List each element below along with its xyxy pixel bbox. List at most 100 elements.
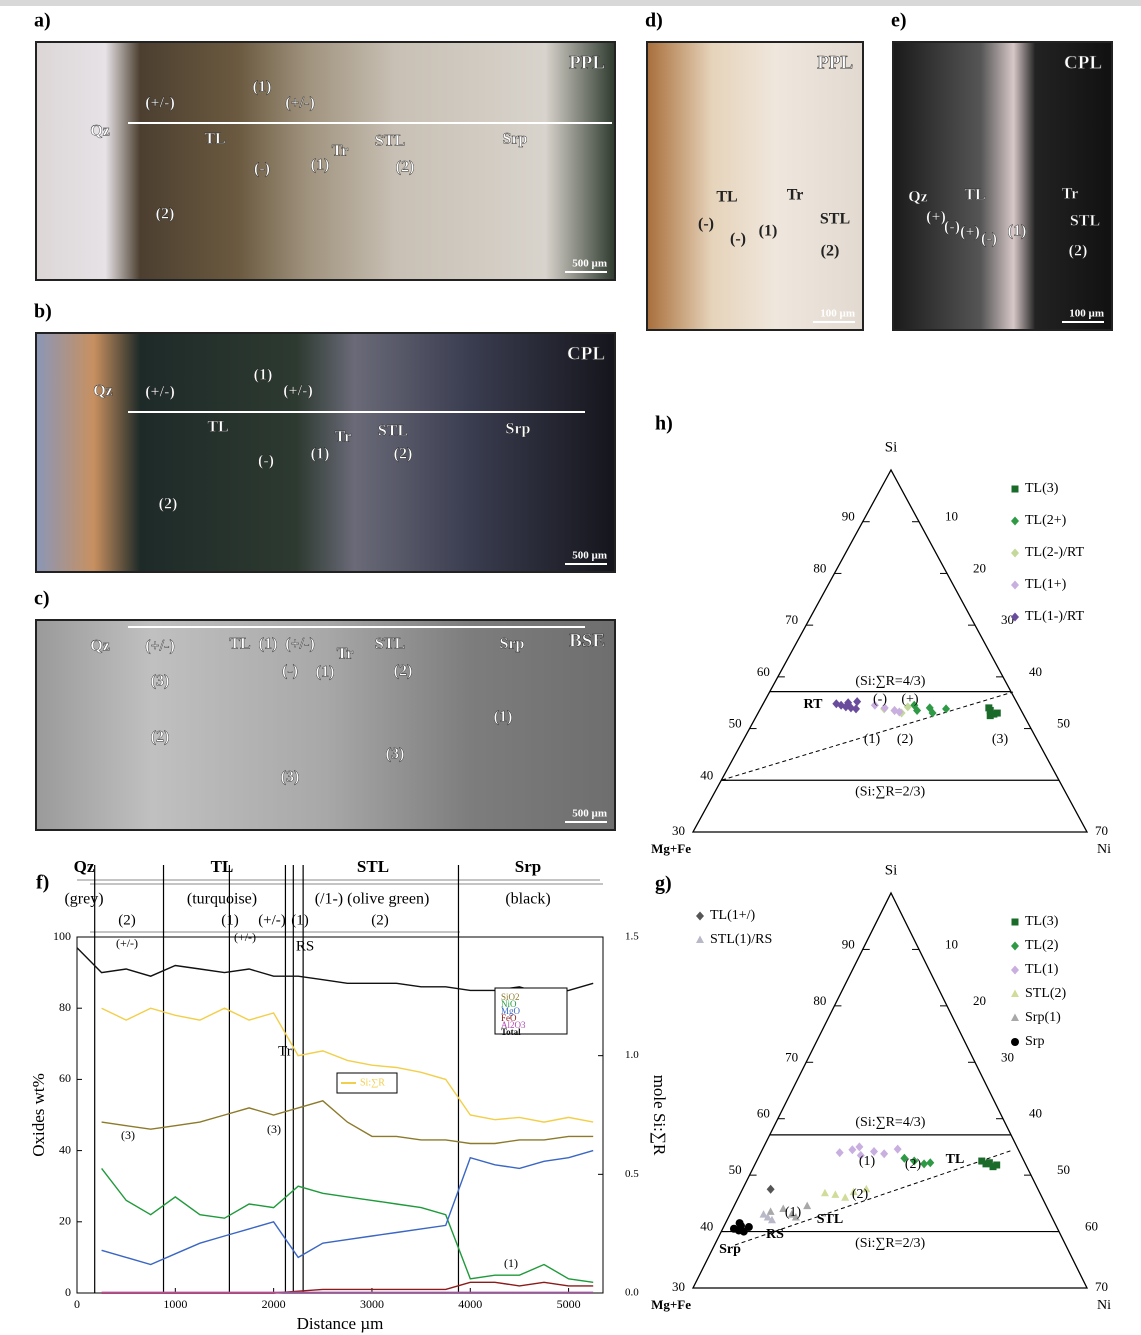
zone-label: (-): [730, 231, 746, 248]
vertex-label: Mg+Fe: [651, 841, 691, 856]
annotation: (2): [905, 1157, 922, 1172]
data-point: [763, 1212, 772, 1221]
x-tick-label: 4000: [458, 1297, 482, 1311]
panel-letter: d): [645, 10, 663, 32]
ratio-label: (Si:∑R=2/3): [855, 1236, 925, 1251]
vertex-label: Mg+Fe: [651, 1297, 691, 1312]
micrograph-image: [892, 41, 1113, 331]
legend-marker: [1011, 918, 1019, 926]
data-point: [893, 1144, 902, 1154]
ternary-frame: [691, 468, 1089, 833]
y-tick-label: 40: [59, 1142, 71, 1156]
data-point: [985, 704, 993, 712]
annotation: (3): [267, 1122, 281, 1136]
y2-tick-label: 0.0: [625, 1287, 639, 1299]
legend-label: STL(2): [1025, 986, 1067, 1001]
data-point: [846, 703, 855, 713]
data-point: [841, 1193, 850, 1201]
zone-label: TL: [716, 189, 737, 206]
annotation: RS: [296, 938, 314, 954]
zone-label: (1): [316, 664, 335, 681]
data-point: [920, 1159, 929, 1169]
annotation: RT: [804, 697, 824, 712]
axis-limit-label: 30: [672, 1279, 685, 1294]
data-point: [734, 1226, 743, 1235]
panel-letter: h): [655, 413, 673, 435]
zone-label: (+/-): [285, 95, 315, 112]
data-line: [101, 1100, 594, 1145]
zone-label: Tr: [787, 187, 804, 204]
scale-bar-label: 100 µm: [820, 308, 855, 320]
x-tick-label: 2000: [262, 1297, 286, 1311]
panel-letter: g): [655, 873, 672, 895]
data-point: [852, 704, 861, 714]
tick-label: 40: [700, 1219, 713, 1234]
y-tick-label: 0: [65, 1285, 71, 1299]
y-axis-label: Oxides wt%: [29, 1073, 48, 1157]
legend-label: Al2O3: [501, 1020, 526, 1030]
data-point: [880, 703, 889, 713]
tick-label: 40: [1029, 664, 1042, 679]
legend-label: TL(2): [1025, 938, 1059, 953]
micrograph-image: [35, 619, 616, 831]
zone-label: (3): [281, 769, 300, 786]
tick-label: 30: [1001, 1049, 1014, 1064]
zone-label: (+): [960, 224, 980, 241]
zone-label: Srp: [500, 636, 525, 653]
data-point: [856, 1150, 865, 1160]
vertex-label: Ni: [1097, 842, 1111, 857]
data-point: [942, 704, 951, 714]
y-tick-label: 20: [59, 1214, 71, 1228]
zone-label: (-): [698, 216, 714, 233]
zone-label: (2): [821, 243, 840, 260]
legend-label: Srp(1): [1025, 1010, 1061, 1025]
legend-marker: [696, 911, 704, 921]
data-point: [855, 1142, 864, 1152]
zone-label: (+/-): [145, 95, 175, 112]
zone-description: (grey): [64, 891, 103, 908]
zone-label: (3): [151, 673, 170, 690]
legend-label: FeO: [501, 1013, 517, 1023]
zone-label: (-): [944, 219, 960, 236]
annotation: (1): [504, 1256, 518, 1270]
zone-label: Srp: [506, 421, 531, 438]
y2-tick-label: 1.5: [625, 931, 639, 943]
data-point: [870, 1146, 879, 1156]
tick-label: 10: [945, 509, 958, 524]
legend-label: Total: [501, 1027, 521, 1037]
data-point: [766, 1207, 775, 1215]
imaging-mode: PPL: [569, 52, 605, 73]
annotation: Tr: [278, 1043, 292, 1059]
zone-label: Qz: [908, 189, 928, 206]
subzone-label: (2): [118, 912, 136, 928]
legend-label: Si:∑R: [360, 1077, 385, 1088]
tick-label: 30: [1001, 612, 1014, 627]
zone-label: (2): [159, 496, 178, 513]
imaging-mode: CPL: [1064, 52, 1102, 73]
zone-label: (2): [1069, 243, 1088, 260]
micrograph-image: [35, 332, 616, 573]
tick-label: 60: [1085, 1219, 1098, 1234]
zone-label: Qz: [90, 638, 110, 655]
legend-label: STL(1)/RS: [710, 932, 772, 947]
zone-label: TL: [207, 419, 228, 436]
zone-description: (/1-) (olive green): [315, 891, 430, 908]
zone-label: (-): [258, 453, 274, 470]
data-line: [101, 1007, 594, 1123]
zone-label: Srp: [503, 131, 528, 148]
annotation: (1): [859, 1154, 876, 1169]
y2-tick-label: 0.5: [625, 1168, 639, 1180]
tick-label: 50: [1057, 716, 1070, 731]
zone-description: (black): [505, 891, 550, 908]
zone-label: (-): [254, 161, 270, 178]
tick-label: 70: [785, 612, 798, 627]
legend-label: MgO: [501, 1006, 521, 1016]
data-point: [848, 1145, 857, 1155]
zone-name: Srp: [515, 857, 541, 876]
data-point: [832, 699, 841, 709]
data-point: [862, 1184, 871, 1193]
scale-bar-label: 100 µm: [1069, 308, 1104, 320]
data-point: [926, 1158, 935, 1168]
vertex-label: Si: [885, 439, 898, 455]
tick-label: 10: [945, 936, 958, 951]
